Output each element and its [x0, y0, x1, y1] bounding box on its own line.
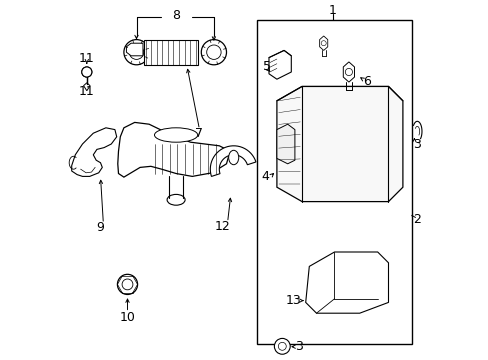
Text: 5: 5 [263, 60, 271, 73]
Circle shape [278, 342, 285, 350]
Text: 3: 3 [412, 138, 420, 150]
Circle shape [321, 41, 325, 46]
Polygon shape [343, 62, 354, 82]
Circle shape [129, 45, 143, 59]
Polygon shape [268, 50, 291, 79]
Text: 4: 4 [261, 170, 269, 183]
Text: 13: 13 [285, 294, 300, 307]
Ellipse shape [228, 150, 238, 165]
Polygon shape [126, 43, 142, 56]
Text: 12: 12 [215, 220, 230, 233]
Polygon shape [276, 86, 402, 202]
Circle shape [274, 338, 289, 354]
Text: 10: 10 [120, 311, 135, 324]
Text: 7: 7 [195, 127, 203, 140]
Circle shape [123, 40, 149, 65]
Polygon shape [305, 252, 387, 313]
Circle shape [117, 274, 137, 294]
Text: 1: 1 [328, 4, 336, 17]
Circle shape [122, 279, 133, 290]
Text: 3: 3 [294, 340, 302, 353]
Bar [143, 40, 197, 65]
Circle shape [201, 40, 226, 65]
Circle shape [81, 67, 92, 77]
Text: 6: 6 [362, 75, 370, 87]
Polygon shape [319, 36, 327, 50]
Text: 9: 9 [96, 221, 104, 234]
Bar [257, 20, 411, 344]
Polygon shape [276, 124, 294, 164]
Circle shape [81, 67, 92, 77]
Polygon shape [210, 146, 255, 176]
Text: 2: 2 [412, 213, 420, 226]
Polygon shape [72, 128, 117, 176]
Polygon shape [118, 122, 230, 177]
Polygon shape [83, 83, 90, 91]
Ellipse shape [167, 194, 185, 205]
Text: 8: 8 [172, 9, 180, 22]
Text: 11: 11 [79, 85, 95, 98]
Ellipse shape [154, 128, 197, 142]
Circle shape [206, 45, 221, 59]
Circle shape [345, 68, 352, 76]
Text: 11: 11 [79, 52, 95, 65]
